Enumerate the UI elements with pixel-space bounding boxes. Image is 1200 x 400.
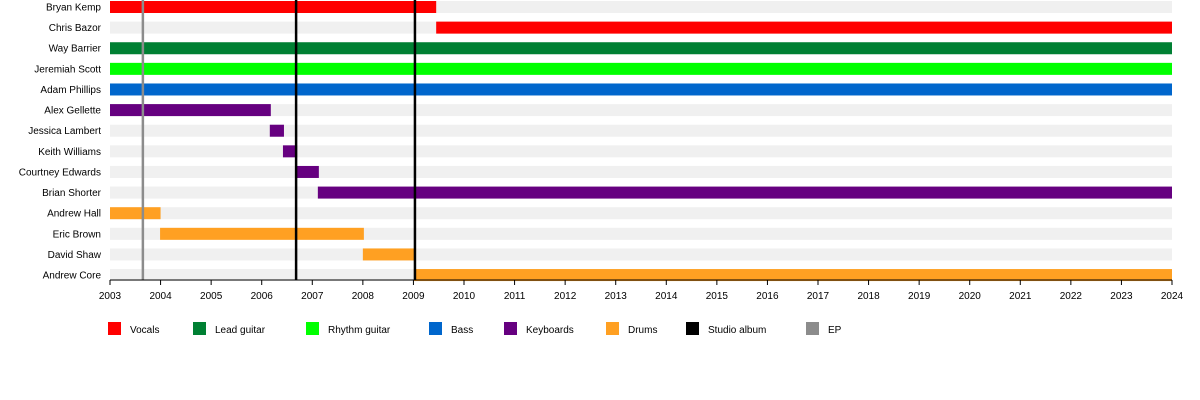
x-tick-label: 2012 bbox=[554, 291, 577, 302]
legend-swatch bbox=[306, 322, 319, 335]
member-bar bbox=[269, 124, 284, 137]
member-label: Keith Williams bbox=[38, 147, 101, 158]
member-bar bbox=[110, 62, 1172, 75]
x-tick-label: 2011 bbox=[504, 291, 526, 302]
x-tick-label: 2024 bbox=[1161, 291, 1184, 302]
x-tick-label: 2021 bbox=[1009, 291, 1032, 302]
legend-label: EP bbox=[828, 325, 842, 336]
member-label: Andrew Core bbox=[43, 271, 102, 282]
x-tick-label: 2013 bbox=[605, 291, 628, 302]
legend-swatch bbox=[504, 322, 517, 335]
member-bar bbox=[110, 42, 1172, 55]
legend-swatch bbox=[108, 322, 121, 335]
member-bar bbox=[110, 1, 437, 13]
legend-label: Rhythm guitar bbox=[328, 325, 391, 336]
member-label: David Shaw bbox=[48, 250, 102, 261]
member-bar bbox=[436, 21, 1173, 34]
x-tick-label: 2008 bbox=[352, 291, 375, 302]
member-label: Jessica Lambert bbox=[28, 126, 101, 137]
x-tick-label: 2006 bbox=[251, 291, 274, 302]
row-background bbox=[110, 104, 1172, 117]
legend-label: Studio album bbox=[708, 325, 766, 336]
member-bar bbox=[110, 83, 1172, 96]
legend-swatch bbox=[686, 322, 699, 335]
member-bar bbox=[110, 207, 161, 220]
legend-swatch bbox=[606, 322, 619, 335]
member-label: Way Barrier bbox=[49, 44, 102, 55]
row-background bbox=[110, 207, 1172, 220]
legend-label: Vocals bbox=[130, 325, 159, 336]
legend-label: Drums bbox=[628, 325, 657, 336]
member-bar bbox=[362, 248, 415, 261]
x-tick-label: 2004 bbox=[149, 291, 172, 302]
row-background bbox=[110, 165, 1172, 178]
member-label: Chris Bazor bbox=[49, 23, 102, 34]
x-tick-label: 2005 bbox=[200, 291, 223, 302]
member-label: Alex Gellette bbox=[44, 106, 101, 117]
member-bar bbox=[160, 227, 364, 240]
x-tick-label: 2017 bbox=[807, 291, 830, 302]
member-label: Andrew Hall bbox=[47, 209, 101, 220]
x-tick-label: 2019 bbox=[908, 291, 931, 302]
legend-label: Bass bbox=[451, 325, 473, 336]
x-tick-label: 2020 bbox=[959, 291, 982, 302]
member-bar bbox=[317, 186, 1172, 199]
legend-swatch bbox=[193, 322, 206, 335]
row-background bbox=[110, 227, 1172, 240]
legend-swatch bbox=[806, 322, 819, 335]
row-background bbox=[110, 145, 1172, 158]
x-tick-label: 2023 bbox=[1110, 291, 1133, 302]
x-tick-label: 2014 bbox=[655, 291, 678, 302]
member-bar bbox=[296, 165, 319, 178]
legend-label: Lead guitar bbox=[215, 325, 266, 336]
member-label: Eric Brown bbox=[53, 229, 101, 240]
x-tick-label: 2009 bbox=[402, 291, 425, 302]
x-tick-label: 2018 bbox=[857, 291, 880, 302]
member-bar bbox=[413, 269, 1172, 282]
legend-swatch bbox=[429, 322, 442, 335]
x-tick-label: 2016 bbox=[756, 291, 779, 302]
member-label: Brian Shorter bbox=[42, 188, 102, 199]
row-background bbox=[110, 248, 1172, 261]
x-tick-label: 2010 bbox=[453, 291, 476, 302]
x-tick-label: 2015 bbox=[706, 291, 729, 302]
x-tick-label: 2022 bbox=[1060, 291, 1083, 302]
member-label: Adam Phillips bbox=[40, 85, 101, 96]
x-tick-label: 2003 bbox=[99, 291, 122, 302]
row-background bbox=[110, 124, 1172, 137]
member-label: Courtney Edwards bbox=[19, 167, 101, 178]
legend-label: Keyboards bbox=[526, 325, 574, 336]
member-bar bbox=[110, 104, 271, 117]
member-bar bbox=[282, 145, 298, 158]
member-label: Bryan Kemp bbox=[46, 3, 101, 14]
member-label: Jeremiah Scott bbox=[34, 64, 101, 75]
x-tick-label: 2007 bbox=[301, 291, 324, 302]
